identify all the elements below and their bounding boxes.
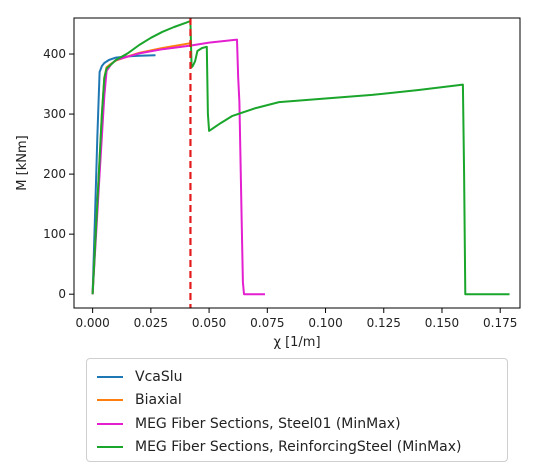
legend-item-steel01: MEG Fiber Sections, Steel01 (MinMax) xyxy=(97,412,507,436)
legend-swatch xyxy=(97,399,123,402)
legend-label: MEG Fiber Sections, Steel01 (MinMax) xyxy=(135,415,401,432)
x-tick-label: 0.125 xyxy=(367,316,401,330)
series-line-3 xyxy=(91,20,510,296)
x-axis-label: χ [1/m] xyxy=(273,335,320,350)
y-tick-label: 200 xyxy=(43,167,66,181)
y-tick-label: 100 xyxy=(43,227,66,241)
x-tick-label: 0.150 xyxy=(425,316,459,330)
y-axis-label: M [kNm] xyxy=(15,135,30,190)
legend-label: Biaxial xyxy=(135,392,182,409)
legend: VcaSlu Biaxial MEG Fiber Sections, Steel… xyxy=(86,358,508,462)
series-line-2 xyxy=(91,38,265,296)
y-tick-label: 400 xyxy=(43,47,66,61)
x-tick-label: 0.100 xyxy=(308,316,342,330)
legend-swatch xyxy=(97,375,123,378)
x-tick-label: 0.050 xyxy=(192,316,226,330)
legend-swatch xyxy=(97,422,123,425)
plot-frame xyxy=(73,17,521,309)
legend-swatch xyxy=(97,446,123,449)
x-tick-label: 0.075 xyxy=(250,316,284,330)
legend-item-biaxial: Biaxial xyxy=(97,389,507,413)
legend-item-reinforcingsteel: MEG Fiber Sections, ReinforcingSteel (Mi… xyxy=(97,436,507,460)
y-tick-label: 0 xyxy=(58,287,66,301)
y-tick-label: 300 xyxy=(43,107,66,121)
series-line-0 xyxy=(91,54,156,295)
series-line-1 xyxy=(91,42,191,295)
legend-item-vcaslu: VcaSlu xyxy=(97,365,507,389)
x-tick-label: 0.000 xyxy=(75,316,109,330)
x-tick-label: 0.175 xyxy=(483,316,517,330)
legend-label: VcaSlu xyxy=(135,368,183,385)
x-tick-label: 0.025 xyxy=(134,316,168,330)
legend-label: MEG Fiber Sections, ReinforcingSteel (Mi… xyxy=(135,439,462,456)
